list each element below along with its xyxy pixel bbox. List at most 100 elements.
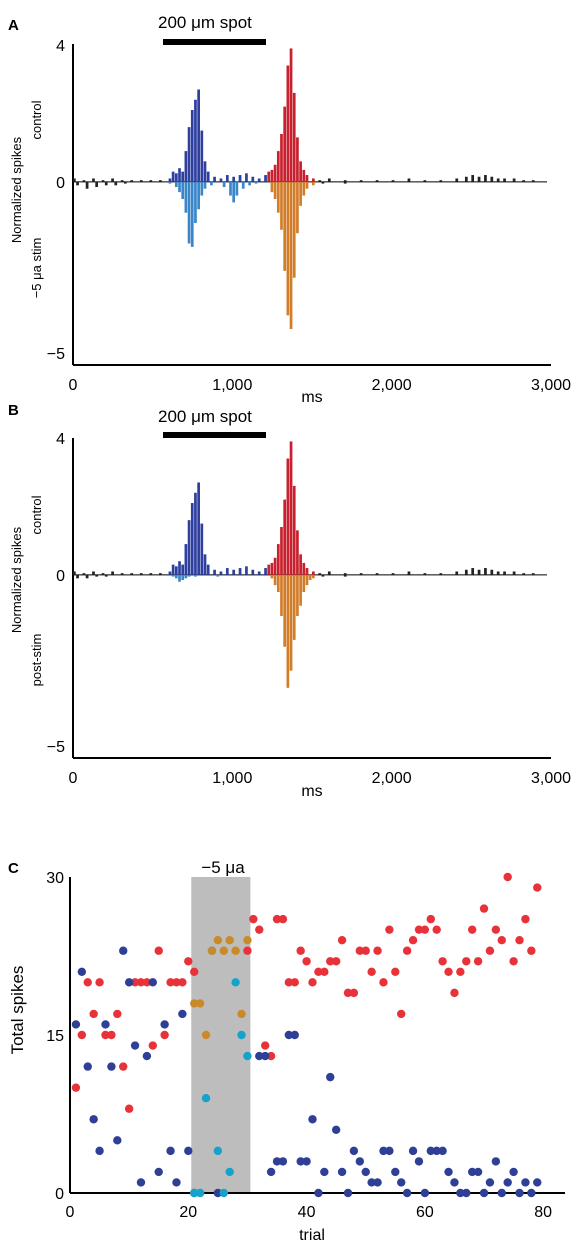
panel-c-point-blue [166, 1146, 175, 1156]
panel-a-bar [123, 181, 127, 184]
panel-c-point-red [89, 1009, 98, 1019]
panel-c-point-blue [343, 1188, 353, 1198]
panel-a-bar [197, 181, 200, 210]
panel-b-y-tick-label: 0 [56, 568, 65, 585]
panel-c-point-red [331, 957, 341, 966]
panel-c-point-orange [237, 1009, 246, 1019]
panel-a-bar [190, 110, 194, 182]
panel-c-point-blue [509, 1167, 518, 1177]
panel-c-point-red [503, 872, 512, 882]
panel-c-point-red [343, 988, 353, 998]
panel-c-point-blue [367, 1178, 376, 1187]
panel-c-point-blue [101, 1020, 110, 1029]
panel-a-bar [219, 178, 223, 182]
panel-c-point-orange [231, 946, 240, 955]
panel-b-bar [273, 557, 277, 575]
panel-b-bar [286, 574, 290, 688]
panel-c-point-red [154, 946, 163, 955]
panel-c-point-cyan [243, 1051, 252, 1061]
panel-c-point-blue [284, 1030, 294, 1040]
panel-a-bar [270, 169, 274, 182]
panel-c-point-blue [438, 1146, 447, 1156]
panel-b-upper-label: control [29, 495, 44, 534]
panel-a-bar [111, 178, 114, 182]
panel-c-point-red [290, 978, 299, 987]
panel-b-bar [343, 573, 347, 575]
panel-a-bar [289, 181, 293, 330]
panel-c-point-blue [290, 1030, 299, 1040]
panel-c-point-blue [136, 1178, 146, 1187]
panel-c-point-orange [207, 946, 217, 955]
panel-c-point-red [355, 946, 365, 955]
panel-c-point-red [320, 967, 329, 976]
panel-c-y-label: Total spikes [8, 966, 27, 1055]
panel-c-point-blue [444, 1167, 453, 1177]
panel-b-bar [280, 574, 283, 616]
panel-b-bar [312, 574, 315, 579]
panel-b-bar [200, 523, 204, 575]
panel-c-point-red [527, 946, 536, 955]
panel-c-letter: C [8, 860, 19, 877]
panel-c-point-blue [420, 1188, 430, 1198]
panel-b-bar [174, 566, 178, 575]
panel-a-bar [229, 181, 232, 196]
panel-c-point-red [77, 1030, 87, 1040]
panel-b-bar [312, 571, 315, 575]
panel-c-point-red [83, 978, 92, 987]
panel-b-bar [171, 564, 175, 575]
panel-c-point-red [509, 957, 518, 966]
panel-c-point-red [113, 1009, 122, 1019]
panel-a-bar [210, 181, 213, 186]
panel-a-bar [222, 181, 226, 188]
panel-c-point-blue [124, 978, 134, 987]
panel-a-bar [178, 181, 181, 193]
panel-b-bar [82, 573, 86, 575]
panel-a-x-tick-label: 2,000 [372, 377, 412, 394]
panel-a-bar [375, 180, 379, 182]
panel-b-x-tick-label: 2,000 [372, 770, 412, 787]
panel-a-bar [174, 173, 178, 182]
panel-b-bar [92, 571, 95, 575]
panel-a-bar [130, 180, 134, 182]
panel-b-y-label: Normalized spikes [9, 526, 24, 633]
panel-b-bar [149, 573, 153, 575]
panel-b-bar [178, 561, 181, 575]
panel-c-point-blue [456, 1188, 465, 1198]
panel-c-point-blue [83, 1062, 92, 1071]
panel-c-point-blue [89, 1115, 98, 1124]
panel-b-bar [111, 571, 114, 575]
panel-a-bar [327, 178, 331, 182]
panel-a-y-tick-label: 4 [56, 38, 65, 55]
panel-a-bar [232, 176, 236, 182]
panel-a-bar [200, 181, 204, 196]
panel-c-point-orange [225, 936, 234, 945]
panel-a-bar [270, 181, 274, 193]
panel-b-bar [439, 573, 443, 575]
panel-c-point-red [178, 978, 187, 987]
panel-c-point-red [142, 978, 152, 987]
panel-b-bar [391, 573, 395, 575]
panel-b-y-tick-label: 4 [56, 431, 65, 448]
panel-b-bar [289, 574, 293, 671]
panel-c-point-cyan [213, 1146, 223, 1156]
panel-b-bar [296, 530, 299, 575]
panel-b-bar [213, 569, 216, 575]
panel-c-point-red [521, 914, 530, 924]
panel-c-point-red [391, 967, 400, 976]
panel-b-bar [168, 571, 172, 575]
panel-a-bar [302, 169, 306, 182]
panel-b-y-tick-label: −5 [47, 739, 65, 756]
panel-a-bar [181, 181, 185, 199]
panel-c-point-red [373, 946, 382, 955]
panel-a-bar [305, 175, 309, 182]
panel-c-point-red [302, 957, 311, 966]
panel-c-point-red [314, 967, 323, 976]
panel-a-bar [496, 178, 500, 182]
panel-c-point-blue [379, 1146, 388, 1156]
panel-b-bar [194, 492, 197, 575]
panel-c-point-red [408, 936, 418, 945]
panel-b-bar [76, 574, 79, 579]
panel-c-point-red [308, 978, 317, 987]
panel-c-point-cyan [225, 1167, 234, 1177]
panel-b-bar [187, 574, 191, 577]
